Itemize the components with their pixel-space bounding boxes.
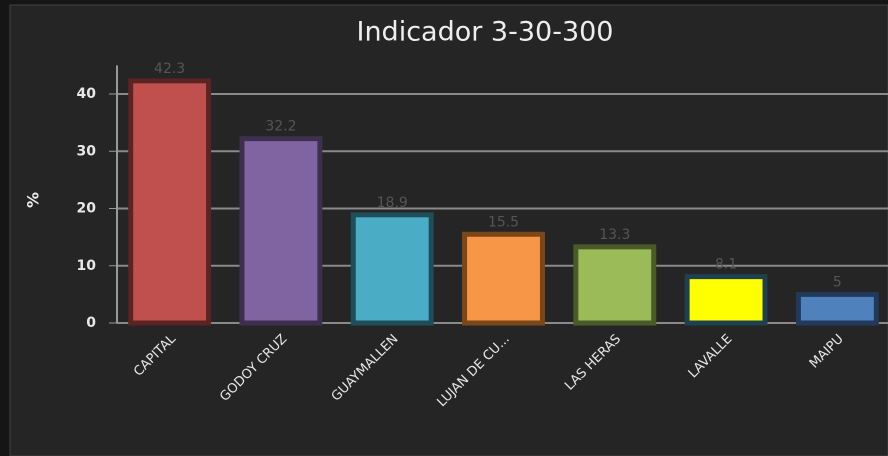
bar: [795, 291, 879, 326]
value-label: 8.1: [715, 257, 737, 273]
value-label: 5: [833, 274, 842, 290]
bar: [573, 244, 657, 326]
y-tick-label: 20: [77, 201, 97, 217]
chart-title: Indicador 3-30-300: [356, 17, 613, 48]
y-tick-label: 40: [77, 86, 97, 102]
bar: [350, 212, 434, 326]
value-label: 13.3: [599, 227, 630, 243]
y-tick-label: 10: [77, 258, 97, 274]
y-axis-label: %: [24, 192, 43, 208]
y-tick-label: 0: [86, 315, 96, 331]
bar: [128, 78, 212, 326]
bar: [239, 136, 323, 326]
y-tick-label: 30: [77, 143, 97, 159]
value-label: 15.5: [488, 214, 519, 230]
value-label: 42.3: [154, 61, 185, 77]
bar: [684, 274, 768, 326]
bar: [462, 231, 545, 326]
value-label: 32.2: [265, 119, 296, 135]
value-label: 18.9: [377, 195, 408, 211]
